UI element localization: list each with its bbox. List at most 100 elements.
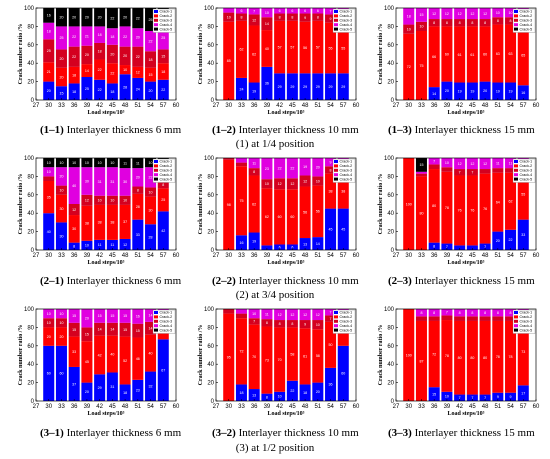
bar-segment-3-3-57-Crack-2 xyxy=(517,318,529,386)
bar-segment-3-2-42-Crack-3 xyxy=(274,320,286,328)
bar-segment-1-3-45-Crack-2 xyxy=(466,26,478,83)
bar-segment-label: 10 xyxy=(227,16,231,20)
chart-panel-1-3: 72 10 18 75 10 15 14 66 8 12 20 60 8 12 19 61 8 12 19 61 8 12… xyxy=(368,2,544,122)
legend-entry: Crack-2 xyxy=(340,14,353,18)
y-tick-label: 60 xyxy=(387,193,394,199)
bar-segment-1-1-33-Crack-3 xyxy=(55,49,67,68)
bar-segment-label: 7 xyxy=(446,245,448,249)
bar-segment-3-3-54-Crack-3 xyxy=(505,316,517,321)
legend xyxy=(332,8,356,33)
caption-text-2-3: Interlayer thickness 15 mm xyxy=(414,275,535,287)
bar-segment-label: 60 xyxy=(47,372,51,376)
y-tick-label: 40 xyxy=(27,61,34,67)
legend-swatch xyxy=(514,311,518,314)
bar-segment-1-1-36-Crack-2 xyxy=(68,66,80,84)
bar-segment-label: 9 xyxy=(510,395,512,399)
bar-segment-2-2-36-Crack-3 xyxy=(248,168,260,176)
legend-entry: Crack-5 xyxy=(520,328,533,332)
legend-entry: Crack-2 xyxy=(160,164,173,168)
bar-segment-label: 56 xyxy=(303,211,307,215)
bar-segment-label: 14 xyxy=(432,92,436,96)
bar-segment-1-2-45-Crack-4 xyxy=(286,8,298,14)
bar-segment-label: 20 xyxy=(59,57,63,61)
bar-segment-1-1-42-Crack-5 xyxy=(94,8,106,27)
bar-segment-label: 30 xyxy=(85,179,89,183)
bar-segment-3-3-48-Crack-1 xyxy=(479,394,491,401)
bar-segment-label: 6 xyxy=(291,246,293,250)
bar-segment-3-1-39-Crack-4 xyxy=(81,309,93,328)
x-axis-label: Load steps/10³ xyxy=(448,110,485,116)
bar-segment-label: 29 xyxy=(341,85,345,89)
legend-entry: Crack-3 xyxy=(160,320,173,324)
x-tick-label: 51 xyxy=(314,103,321,109)
bar-segment-2-3-39-Crack-3 xyxy=(441,167,453,172)
bar-segment-3-1-30-Crack-2 xyxy=(43,327,55,346)
plot-frame xyxy=(215,157,357,251)
legend-swatch xyxy=(154,328,158,332)
x-tick-label: 45 xyxy=(469,404,476,410)
bar-segment-3-1-36-Crack-2 xyxy=(68,336,80,367)
bar-segment-label: 10 xyxy=(72,161,76,165)
x-tick-label: 48 xyxy=(122,103,129,109)
x-tick-label: 45 xyxy=(289,404,296,410)
bar-segment-1-2-39-Crack-3 xyxy=(261,17,273,31)
bar-segment-2-2-39-Crack-4 xyxy=(261,158,273,180)
bar-segment-3-2-39-Crack-4 xyxy=(261,309,273,320)
bar-segment-2-3-48-Crack-1 xyxy=(479,243,491,250)
bar-segment-3-3-36-Crack-1 xyxy=(428,387,440,401)
bar-segment-label: 10 xyxy=(59,161,63,165)
caption-id-2-3: (2–3) xyxy=(388,275,412,287)
bar-segment-2-3-33-Crack-5 xyxy=(415,158,427,172)
legend-entry: Crack-1 xyxy=(340,10,353,14)
bar-segment-label: 52 xyxy=(123,359,127,363)
bar-segment-label: 15 xyxy=(72,314,76,318)
bar-segment-2-1-57-Crack-1 xyxy=(157,211,169,250)
bar-segment-2-3-51-Crack-2 xyxy=(492,172,504,232)
legend-swatch xyxy=(334,23,338,27)
bar-segment-label: 22 xyxy=(98,68,102,72)
y-tick-label: 60 xyxy=(27,344,34,350)
bar-segment-label: 56 xyxy=(303,46,307,50)
bar-segment-label: 61 xyxy=(470,53,474,57)
bar-segment-2-1-36-Crack-3 xyxy=(68,204,80,216)
bar-segment-3-2-39-Crack-3 xyxy=(261,319,273,327)
bar-segment-label: 8 xyxy=(484,311,486,315)
bar-segment-label: 19 xyxy=(303,165,307,169)
bar-segment-3-2-33-Crack-1 xyxy=(235,384,247,401)
x-tick-label: 54 xyxy=(507,404,514,410)
bar-segment-label: 29 xyxy=(278,85,282,89)
legend-entry: Crack-4 xyxy=(340,173,353,177)
chart-panel-3-1: 60 20 10 10 60 20 10 10 37 33 15 15 20 45 15 20 29 42 14 15… xyxy=(8,303,184,423)
bar-segment-label: 14 xyxy=(149,327,153,331)
x-tick-label: 57 xyxy=(160,103,167,109)
bar-segment-label: 10 xyxy=(110,161,114,165)
bar-segment-label: 10 xyxy=(496,11,500,15)
bar-segment-2-1-48-Crack-2 xyxy=(119,204,131,239)
y-tick-label: 60 xyxy=(387,344,394,350)
x-tick-label: 27 xyxy=(33,103,40,109)
x-tick-label: 36 xyxy=(431,404,438,410)
bar-segment-label: 10 xyxy=(419,25,423,29)
bar-segment-1-3-54-Crack-2 xyxy=(505,24,517,83)
bar-segment-label: 7 xyxy=(330,317,332,321)
bar-segment-3-1-39-Crack-2 xyxy=(81,341,93,383)
bar-segment-label: 7 xyxy=(253,10,255,14)
bar-segment-1-3-45-Crack-3 xyxy=(466,19,478,27)
y-tick-label: 60 xyxy=(207,344,214,350)
legend-entry: Crack-5 xyxy=(160,328,173,332)
bar-segment-label: 78 xyxy=(445,354,449,358)
bar-segment-2-1-30-Crack-2 xyxy=(43,181,55,214)
bar-segment-3-1-51-Crack-1 xyxy=(132,379,144,401)
bar-segment-label: 17 xyxy=(521,391,525,395)
legend-swatch xyxy=(334,315,338,319)
bar-segment-label: 7 xyxy=(433,160,435,164)
x-tick-label: 42 xyxy=(456,253,463,259)
x-tick-label: 33 xyxy=(58,103,65,109)
bar-segment-1-3-54-Crack-1 xyxy=(505,82,517,100)
bar-segment-label: 63 xyxy=(509,52,513,56)
bar-segment-label: 13 xyxy=(303,242,307,246)
bar-segment-3-3-36-Crack-3 xyxy=(428,316,440,321)
position-caption-2-text: (2) at 3/4 position xyxy=(235,289,315,301)
caption-id-3-3: (3–3) xyxy=(388,427,412,439)
bar-segment-label: 20 xyxy=(59,175,63,179)
